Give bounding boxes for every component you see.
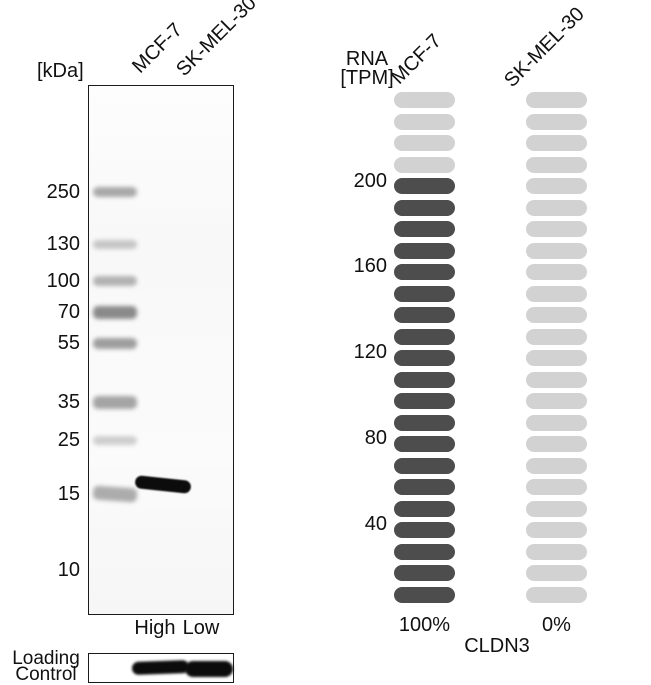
ladder-band-55kda (93, 337, 137, 349)
kda-unit-label: [kDa] (37, 60, 84, 82)
rna-column-label-skmel30: SK-MEL-30 (500, 3, 589, 92)
loading-control-band-lane2 (185, 661, 233, 677)
rna-pill-skmel30-3 (526, 135, 587, 151)
rna-pill-mcf7-11 (394, 307, 455, 323)
ladder-label-130kda: 130 (46, 233, 80, 255)
rna-pill-skmel30-2 (526, 113, 587, 130)
ladder-label-100kda: 100 (46, 270, 80, 292)
rna-pill-skmel30-4 (526, 156, 587, 173)
ladder-label-35kda: 35 (57, 391, 80, 413)
rna-pill-mcf7-18 (394, 457, 455, 474)
rna-pill-skmel30-21 (526, 522, 587, 538)
rna-pill-mcf7-4 (394, 156, 455, 173)
loading-control-label: Loading Control (12, 648, 80, 685)
rna-tick-200: 200 (353, 170, 387, 192)
ladder-label-250kda: 250 (46, 181, 80, 203)
rna-pill-mcf7-19 (394, 479, 455, 495)
rna-tick-40: 40 (364, 513, 387, 535)
rna-pill-mcf7-12 (394, 328, 455, 345)
rna-percent-mcf7: 100% (398, 614, 451, 636)
rna-pill-skmel30-19 (526, 479, 587, 495)
ladder-label-25kda: 25 (57, 429, 80, 451)
rna-pill-skmel30-14 (526, 371, 587, 388)
rna-pill-skmel30-11 (526, 307, 587, 323)
rna-pill-mcf7-20 (394, 500, 455, 517)
rna-pill-skmel30-12 (526, 328, 587, 345)
rna-pill-skmel30-1 (526, 92, 587, 108)
rna-pill-mcf7-6 (394, 199, 455, 216)
rna-pill-mcf7-14 (394, 371, 455, 388)
rna-pill-skmel30-22 (526, 543, 587, 560)
rna-pill-mcf7-2 (394, 113, 455, 130)
rna-pill-mcf7-3 (394, 135, 455, 151)
rna-pill-mcf7-24 (394, 586, 455, 603)
expression-label-high: High (134, 617, 176, 639)
rna-pill-mcf7-23 (394, 565, 455, 581)
ladder-label-15kda: 15 (57, 483, 80, 505)
rna-tick-160: 160 (353, 255, 387, 277)
rna-tick-120: 120 (353, 341, 387, 363)
rna-pill-skmel30-6 (526, 199, 587, 216)
rna-pill-skmel30-23 (526, 565, 587, 581)
ladder-band-35kda (93, 395, 137, 409)
ladder-label-70kda: 70 (57, 301, 80, 323)
rna-pill-mcf7-22 (394, 543, 455, 560)
ladder-band-25kda (93, 435, 137, 445)
rna-tick-80: 80 (364, 427, 387, 449)
rna-pill-skmel30-7 (526, 221, 587, 237)
rna-pill-skmel30-20 (526, 500, 587, 517)
rna-pill-skmel30-17 (526, 436, 587, 452)
rna-pill-skmel30-5 (526, 178, 587, 194)
ladder-band-100kda (93, 276, 137, 286)
rna-pill-skmel30-13 (526, 350, 587, 366)
ladder-band-250kda (93, 187, 137, 197)
rna-tpm-axis-label: RNA [TPM] (340, 48, 394, 89)
rna-pill-skmel30-9 (526, 264, 587, 280)
rna-pill-mcf7-15 (394, 393, 455, 409)
wb-lane-label-skmel30: SK-MEL-30 (172, 0, 261, 81)
rna-pill-skmel30-10 (526, 285, 587, 302)
ladder-band-70kda (93, 305, 137, 319)
rna-pill-skmel30-8 (526, 242, 587, 259)
ladder-band-130kda (93, 239, 137, 249)
western-blot-membrane (88, 85, 234, 615)
rna-pill-mcf7-21 (394, 522, 455, 538)
rna-pill-mcf7-8 (394, 242, 455, 259)
ladder-label-10kda: 10 (57, 559, 80, 581)
rna-pill-skmel30-15 (526, 393, 587, 409)
rna-pill-skmel30-24 (526, 586, 587, 603)
ladder-band-15kda (92, 485, 138, 503)
gene-name-label: CLDN3 (464, 635, 530, 657)
rna-pill-mcf7-10 (394, 285, 455, 302)
rna-percent-skmel30: 0% (542, 614, 571, 636)
rna-pill-skmel30-16 (526, 414, 587, 431)
expression-label-low: Low (182, 617, 220, 639)
rna-pill-mcf7-13 (394, 350, 455, 366)
ladder-label-55kda: 55 (57, 332, 80, 354)
rna-pill-mcf7-1 (394, 92, 455, 108)
rna-pill-mcf7-16 (394, 414, 455, 431)
rna-pill-mcf7-17 (394, 436, 455, 452)
loading-control-band-lane1 (131, 660, 190, 675)
rna-pill-mcf7-7 (394, 221, 455, 237)
rna-pill-mcf7-9 (394, 264, 455, 280)
rna-pill-mcf7-5 (394, 178, 455, 194)
rna-pill-skmel30-18 (526, 457, 587, 474)
